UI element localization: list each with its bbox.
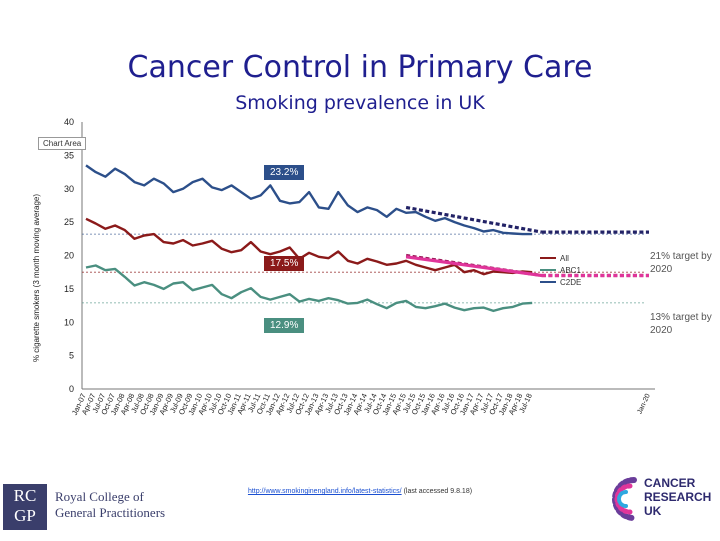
y-tick-label: 15 <box>64 284 74 294</box>
rcgp-logo-mark: RC GP <box>3 484 47 530</box>
source-citation: http://www.smokinginengland.info/latest-… <box>0 488 720 495</box>
trend-line <box>405 255 543 278</box>
cru-line2: RESEARCH <box>644 490 712 504</box>
legend-label: C2DE <box>560 278 581 287</box>
y-tick-label: 30 <box>64 184 74 194</box>
y-tick-label: 20 <box>64 251 74 261</box>
cru-wordmark: CANCER RESEARCH UK <box>644 476 711 518</box>
rcgp-name-line1: Royal College of <box>55 489 144 504</box>
y-axis-label: % cigarette smokers (3 month moving aver… <box>32 194 41 362</box>
legend-label: All <box>560 254 569 263</box>
y-tick-label: 35 <box>64 150 74 160</box>
y-tick-label: 40 <box>64 117 74 127</box>
target-annotation-13: 13% target by 2020 <box>650 312 712 336</box>
legend-label: ABC1 <box>560 266 581 275</box>
series-line-all <box>85 217 533 276</box>
series-line-abc1 <box>85 264 533 313</box>
x-tick-label-extra: Jan-20 <box>636 393 651 415</box>
source-link[interactable]: http://www.smokinginengland.info/latest-… <box>247 488 402 495</box>
rcgp-name-line2: General Practitioners <box>55 505 166 520</box>
rcgp-logo: RC GP Royal College of General Practition… <box>0 472 190 540</box>
accessed-note: (last accessed 9.8.18) <box>401 488 473 495</box>
cru-line3: UK <box>644 504 662 518</box>
callout-all: 17.5% <box>264 256 305 271</box>
y-tick-label: 5 <box>69 351 74 361</box>
rcgp-name: Royal College of General Practitioners <box>55 489 165 521</box>
slide-title: Cancer Control in Primary Care <box>127 50 593 85</box>
trend-line <box>405 205 543 234</box>
target-annotation-21: 21% target by 2020 <box>650 251 712 275</box>
callout-c2de: 23.2% <box>264 165 305 180</box>
series-line-c2de <box>85 164 533 236</box>
cancer-research-uk-logo: CANCER RESEARCH UK <box>600 466 718 536</box>
y-tick-label: 0 <box>69 384 74 394</box>
y-tick-label: 25 <box>64 217 74 227</box>
chart-area-tag: Chart Area <box>38 137 87 150</box>
cru-logo-icon <box>612 477 637 521</box>
callout-abc1: 12.9% <box>264 318 305 333</box>
y-tick-label: 10 <box>64 317 74 327</box>
cru-line1: CANCER <box>644 476 696 490</box>
slide-subtitle: Smoking prevalence in UK <box>235 92 485 114</box>
